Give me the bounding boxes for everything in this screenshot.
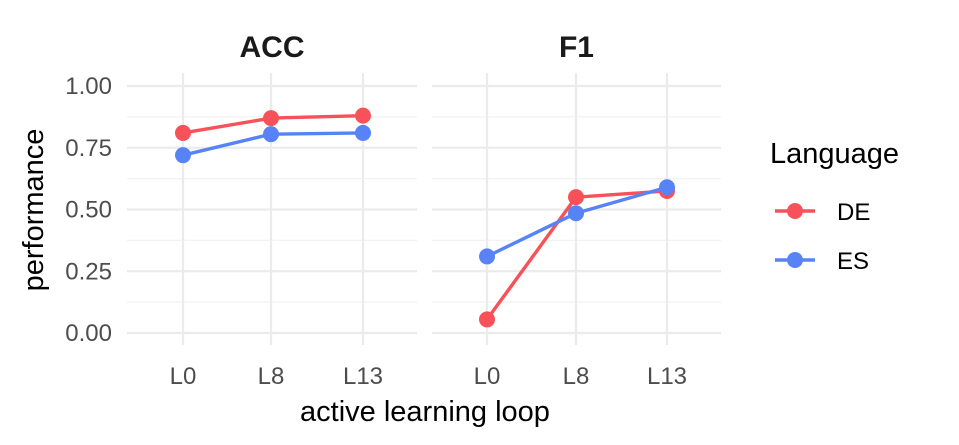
y-axis-title: performance [18, 129, 50, 292]
data-point-de [355, 107, 371, 124]
x-tick-label: L13 [343, 363, 383, 390]
panel-f1: F1 L0 L8 L13 [432, 31, 721, 390]
legend-entry-es: ES [775, 248, 869, 275]
y-tick-label: 1.00 [65, 73, 112, 100]
legend-label: ES [837, 248, 869, 275]
legend-entry-de: DE [775, 199, 870, 226]
data-point-es [355, 124, 371, 141]
x-tick-label: L13 [647, 363, 687, 390]
x-tick-label: L8 [563, 363, 590, 390]
data-point-es [568, 205, 584, 222]
y-tick-label: 0.75 [65, 135, 112, 162]
panel-acc: ACC 0.00 0.25 0.50 0.75 1.00 L0 L8 L13 [65, 31, 417, 390]
facet-title: F1 [559, 31, 594, 64]
y-tick-label: 0.25 [65, 258, 112, 285]
data-point-de [175, 124, 191, 141]
data-point-de [263, 110, 279, 127]
data-point-de [568, 189, 584, 206]
x-tick-label: L8 [258, 363, 285, 390]
data-point-de [479, 311, 495, 328]
x-tick-label: L0 [170, 363, 197, 390]
data-point-es [175, 147, 191, 164]
data-point-es [659, 179, 675, 196]
legend-label: DE [837, 199, 870, 226]
x-tick-label: L0 [474, 363, 501, 390]
y-tick-label: 0.50 [65, 197, 112, 224]
legend-entries: DE ES [775, 199, 870, 275]
facet-title: ACC [240, 31, 305, 64]
panels: ACC 0.00 0.25 0.50 0.75 1.00 L0 L8 L13 F1 L0 L8 L13 [65, 31, 721, 390]
legend-key-point [787, 252, 803, 268]
legend: Language DE ES [770, 138, 899, 275]
data-point-es [479, 248, 495, 265]
legend-title: Language [770, 138, 899, 170]
legend-key-point [787, 203, 803, 219]
data-point-es [263, 126, 279, 143]
y-tick-label: 0.00 [65, 320, 112, 347]
x-axis-title: active learning loop [300, 396, 550, 428]
